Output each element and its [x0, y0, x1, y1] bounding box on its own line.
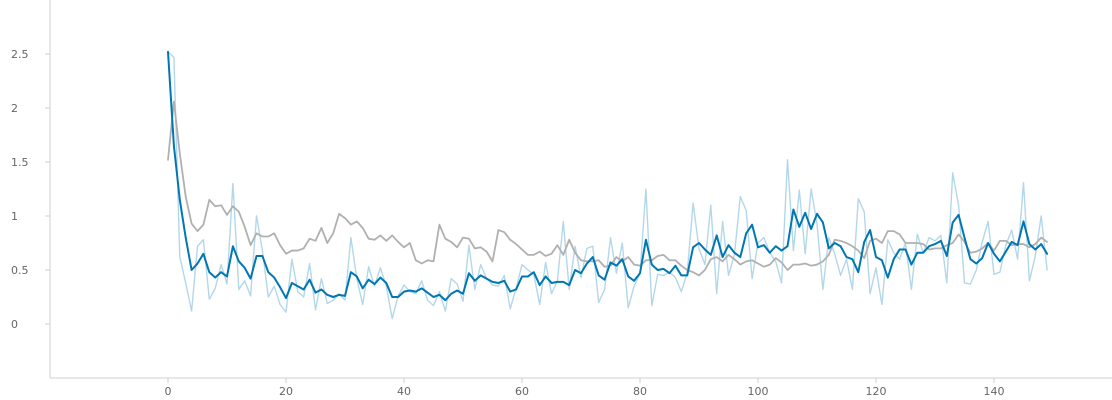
series-line-smoothed-secondary: [167, 100, 1048, 277]
y-tick-label: 2: [11, 102, 18, 115]
y-tick-label: 2.5: [11, 48, 29, 61]
y-tick-label: 0: [11, 318, 18, 331]
series-line-smoothed-primary: [167, 50, 1049, 302]
y-tick-label: 0.5: [11, 264, 29, 277]
x-tick-label: 40: [397, 385, 411, 398]
series-line-raw: [167, 51, 1048, 320]
series-layer: [167, 50, 1049, 320]
y-tick-label: 1: [11, 210, 18, 223]
x-tick-label: 20: [279, 385, 293, 398]
x-tick-label: 0: [165, 385, 172, 398]
x-tick-label: 80: [633, 385, 647, 398]
x-tick-label: 120: [866, 385, 887, 398]
y-tick-label: 1.5: [11, 156, 29, 169]
x-tick-label: 100: [748, 385, 769, 398]
x-tick-label: 140: [984, 385, 1005, 398]
x-axis: 0 20 40 60 80 100 120 140: [50, 377, 1112, 398]
y-axis: 0 0.5 1 1.5 2 2.5: [11, 0, 51, 378]
x-tick-label: 60: [515, 385, 529, 398]
